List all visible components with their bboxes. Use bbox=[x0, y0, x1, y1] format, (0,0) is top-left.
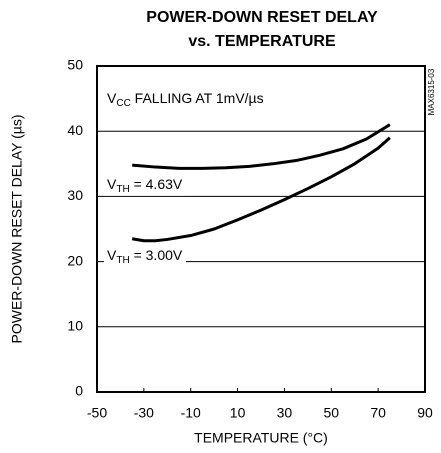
label-part: = 4.63V bbox=[130, 176, 183, 192]
label-part: TH bbox=[116, 255, 129, 266]
annotation: VTH = 4.63V bbox=[107, 176, 183, 195]
label-part: V bbox=[107, 247, 117, 263]
annotation: VCC FALLING AT 1mV/µs bbox=[107, 90, 264, 109]
x-tick-label: 30 bbox=[277, 405, 293, 421]
line bbox=[132, 123, 391, 170]
annotation: VTH = 3.00V bbox=[107, 247, 183, 266]
y-tick-label: 30 bbox=[67, 187, 83, 203]
side-note: MAX6315-03 bbox=[427, 68, 436, 115]
label-background bbox=[104, 245, 186, 267]
x-tick-label: -10 bbox=[181, 405, 201, 421]
y-tick-label: 10 bbox=[67, 318, 83, 334]
chart-title: POWER-DOWN RESET DELAY bbox=[146, 9, 378, 26]
label-background bbox=[104, 88, 267, 110]
plot-frame bbox=[96, 65, 426, 393]
x-tick-label: 10 bbox=[230, 405, 246, 421]
y-axis-label: POWER-DOWN RESET DELAY (µs) bbox=[9, 115, 25, 344]
x-axis-label: TEMPERATURE (°C) bbox=[194, 430, 328, 446]
x-tick-label: 50 bbox=[323, 405, 339, 421]
label-part: FALLING AT 1mV/µs bbox=[131, 90, 264, 106]
x-tick-label: 70 bbox=[370, 405, 386, 421]
label-part: V bbox=[107, 90, 117, 106]
chart-title: vs. TEMPERATURE bbox=[188, 33, 336, 50]
label-part: V bbox=[107, 176, 117, 192]
label-part: TH bbox=[116, 184, 129, 195]
y-tick-label: 50 bbox=[67, 57, 83, 73]
x-tick-label: -50 bbox=[87, 405, 107, 421]
x-tick-label: -30 bbox=[134, 405, 154, 421]
y-tick-label: 40 bbox=[67, 122, 83, 138]
label-part: CC bbox=[116, 98, 130, 109]
line bbox=[131, 136, 391, 243]
x-tick-label: 90 bbox=[417, 405, 433, 421]
y-tick-label: 0 bbox=[75, 383, 83, 399]
label-background bbox=[104, 174, 186, 196]
label-part: = 3.00V bbox=[130, 247, 183, 263]
y-tick-label: 20 bbox=[67, 252, 83, 268]
